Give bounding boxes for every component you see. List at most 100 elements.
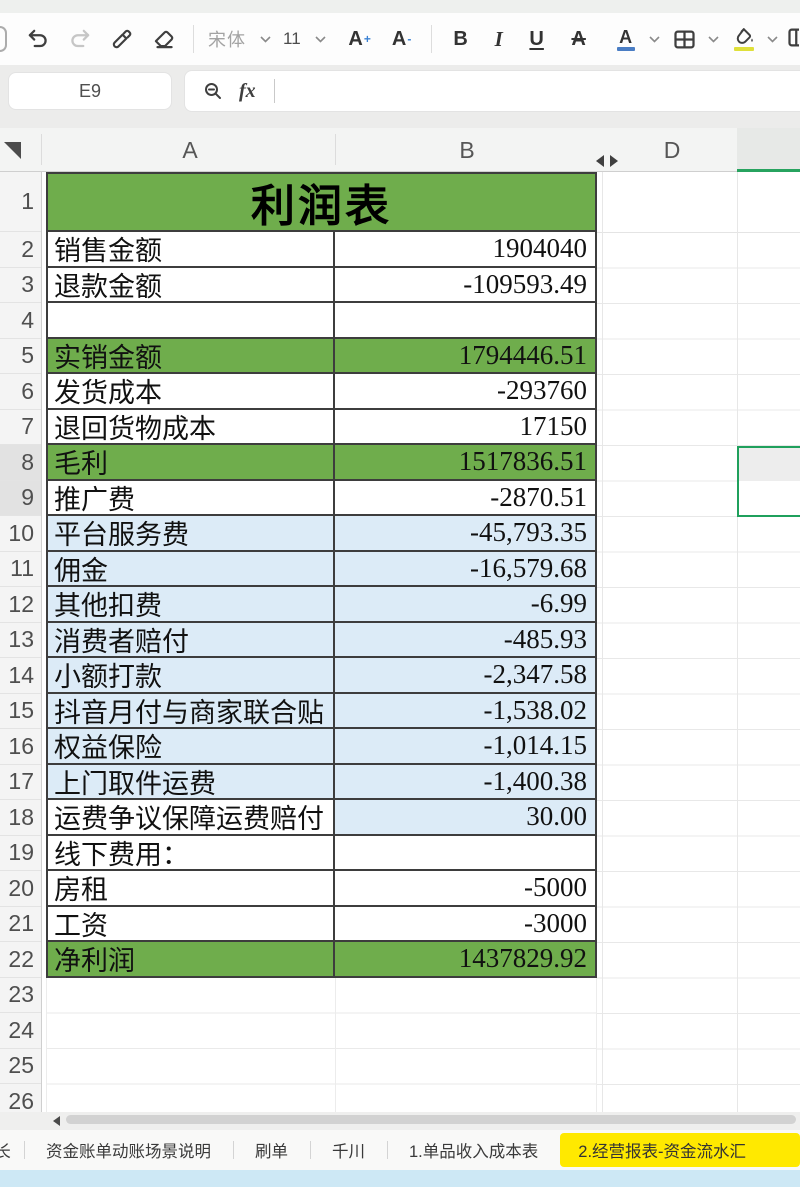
font-color-dropdown[interactable] <box>649 24 661 54</box>
row-header[interactable]: 6 <box>0 374 41 410</box>
font-size-select[interactable]: 11 <box>283 29 326 49</box>
cell-value[interactable]: -16,579.68 <box>335 551 595 585</box>
scroll-left-arrow-icon[interactable] <box>53 1116 60 1126</box>
cell-value[interactable] <box>335 835 595 869</box>
bold-button[interactable]: B <box>447 24 475 54</box>
cell-label[interactable]: 佣金 <box>48 551 335 585</box>
hidden-column-handle-icon[interactable] <box>596 154 618 168</box>
cell-label[interactable]: 线下费用： <box>48 835 335 869</box>
cell-label[interactable] <box>48 303 335 337</box>
cell-value[interactable] <box>335 303 595 337</box>
cell-value[interactable]: -3000 <box>335 906 595 940</box>
cell-label[interactable]: 净利润 <box>48 942 335 976</box>
column-header-e-selected[interactable] <box>737 128 800 172</box>
cell-label[interactable]: 实销金额 <box>48 338 335 372</box>
cell-label[interactable]: 推广费 <box>48 480 335 514</box>
column-header-b[interactable]: B <box>459 137 475 163</box>
row-header[interactable]: 9 <box>0 480 41 516</box>
borders-icon[interactable] <box>671 24 699 54</box>
cell-label[interactable]: 毛利 <box>48 445 335 479</box>
merge-cells-icon-clipped[interactable] <box>785 24 799 54</box>
row-header[interactable]: 15 <box>0 693 41 729</box>
fx-insert-function-icon[interactable]: fx <box>239 79 256 102</box>
redo-button[interactable] <box>66 24 94 54</box>
row-header[interactable]: 12 <box>0 587 41 623</box>
cell-value[interactable]: -293760 <box>335 374 595 408</box>
empty-grid-area[interactable] <box>597 232 800 1112</box>
sheet-tab[interactable]: 长 <box>0 1143 11 1161</box>
row-header[interactable]: 20 <box>0 871 41 907</box>
row-header[interactable]: 4 <box>0 303 41 339</box>
undo-button[interactable] <box>24 24 52 54</box>
row-header[interactable]: 14 <box>0 658 41 694</box>
row-header[interactable]: 18 <box>0 800 41 836</box>
cell-value[interactable]: -485.93 <box>335 622 595 656</box>
format-painter-icon[interactable] <box>108 24 136 54</box>
cell-value[interactable]: 1904040 <box>335 232 595 266</box>
sheet-tab[interactable]: 千川 <box>310 1130 387 1170</box>
sheet-tab[interactable]: 2.经营报表-资金流水汇 <box>560 1133 800 1167</box>
row-header[interactable]: 17 <box>0 764 41 800</box>
cell-value[interactable]: -2870.51 <box>335 480 595 514</box>
name-box[interactable]: E9 <box>8 72 172 110</box>
cell-value[interactable]: -6.99 <box>335 587 595 621</box>
borders-dropdown[interactable] <box>708 24 720 54</box>
horizontal-scrollbar[interactable] <box>66 1115 796 1124</box>
cell-a1-title[interactable]: 利润表 <box>46 172 597 232</box>
cell-value[interactable]: -1,400.38 <box>335 764 595 798</box>
cell-value[interactable]: -45,793.35 <box>335 516 595 550</box>
row-header[interactable]: 11 <box>0 551 41 587</box>
font-color-button[interactable]: A <box>612 24 640 54</box>
row-header[interactable]: 8 <box>0 445 41 481</box>
row-header[interactable]: 21 <box>0 906 41 942</box>
cell-value[interactable]: 1794446.51 <box>335 338 595 372</box>
cell-label[interactable]: 销售金额 <box>48 232 335 266</box>
cell-value[interactable]: -1,014.15 <box>335 729 595 763</box>
row-header[interactable]: 16 <box>0 729 41 765</box>
row-header[interactable]: 2 <box>0 232 41 268</box>
formula-input[interactable] <box>275 71 800 111</box>
select-all-corner[interactable] <box>4 142 21 159</box>
column-header-a[interactable]: A <box>182 137 198 163</box>
cell-label[interactable]: 发货成本 <box>48 374 335 408</box>
cell-label[interactable]: 退回货物成本 <box>48 409 335 443</box>
cell-value[interactable]: 17150 <box>335 409 595 443</box>
row-header[interactable]: 19 <box>0 835 41 871</box>
zoom-search-icon[interactable] <box>201 79 225 103</box>
sheet-tab[interactable]: 刷单 <box>233 1130 310 1170</box>
strikethrough-button[interactable]: A <box>565 24 593 54</box>
decrease-font-button[interactable]: A- <box>388 24 416 54</box>
row-header[interactable]: 7 <box>0 409 41 445</box>
cell-label[interactable]: 运费争议保障运费赔付 <box>48 800 335 834</box>
cell-label[interactable]: 工资 <box>48 906 335 940</box>
row-header[interactable]: 1 <box>0 172 41 232</box>
cell-value[interactable]: -2,347.58 <box>335 658 595 692</box>
cell-label[interactable]: 消费者赔付 <box>48 622 335 656</box>
sheet-tab[interactable]: 资金账单动账场景说明 <box>24 1130 233 1170</box>
cell-value[interactable]: 1517836.51 <box>335 445 595 479</box>
underline-button[interactable]: U <box>523 24 551 54</box>
cell-value[interactable]: -5000 <box>335 871 595 905</box>
cell-value[interactable]: -109593.49 <box>335 267 595 301</box>
increase-font-button[interactable]: A + <box>346 24 374 54</box>
cell-label[interactable]: 平台服务费 <box>48 516 335 550</box>
row-header[interactable]: 3 <box>0 267 41 303</box>
row-header[interactable]: 22 <box>0 942 41 978</box>
fill-color-bucket-icon[interactable] <box>730 24 758 54</box>
row-header[interactable]: 24 <box>0 1013 41 1049</box>
cell-value[interactable]: -1,538.02 <box>335 693 595 727</box>
italic-button[interactable]: I <box>489 24 509 54</box>
clear-format-eraser-icon[interactable] <box>150 24 178 54</box>
font-name-select[interactable]: 宋体 <box>208 26 271 52</box>
cell-label[interactable]: 退款金额 <box>48 267 335 301</box>
cell-value[interactable]: 30.00 <box>335 800 595 834</box>
sheet-tab[interactable]: 1.单品收入成本表 <box>387 1130 560 1170</box>
row-header[interactable]: 25 <box>0 1048 41 1084</box>
row-header[interactable]: 23 <box>0 977 41 1013</box>
fill-color-dropdown[interactable] <box>767 24 779 54</box>
cell-label[interactable]: 抖音月付与商家联合贴 <box>48 693 335 727</box>
cell-label[interactable]: 其他扣费 <box>48 587 335 621</box>
row-header[interactable]: 10 <box>0 516 41 552</box>
row-header[interactable]: 13 <box>0 622 41 658</box>
cell-label[interactable]: 房租 <box>48 871 335 905</box>
